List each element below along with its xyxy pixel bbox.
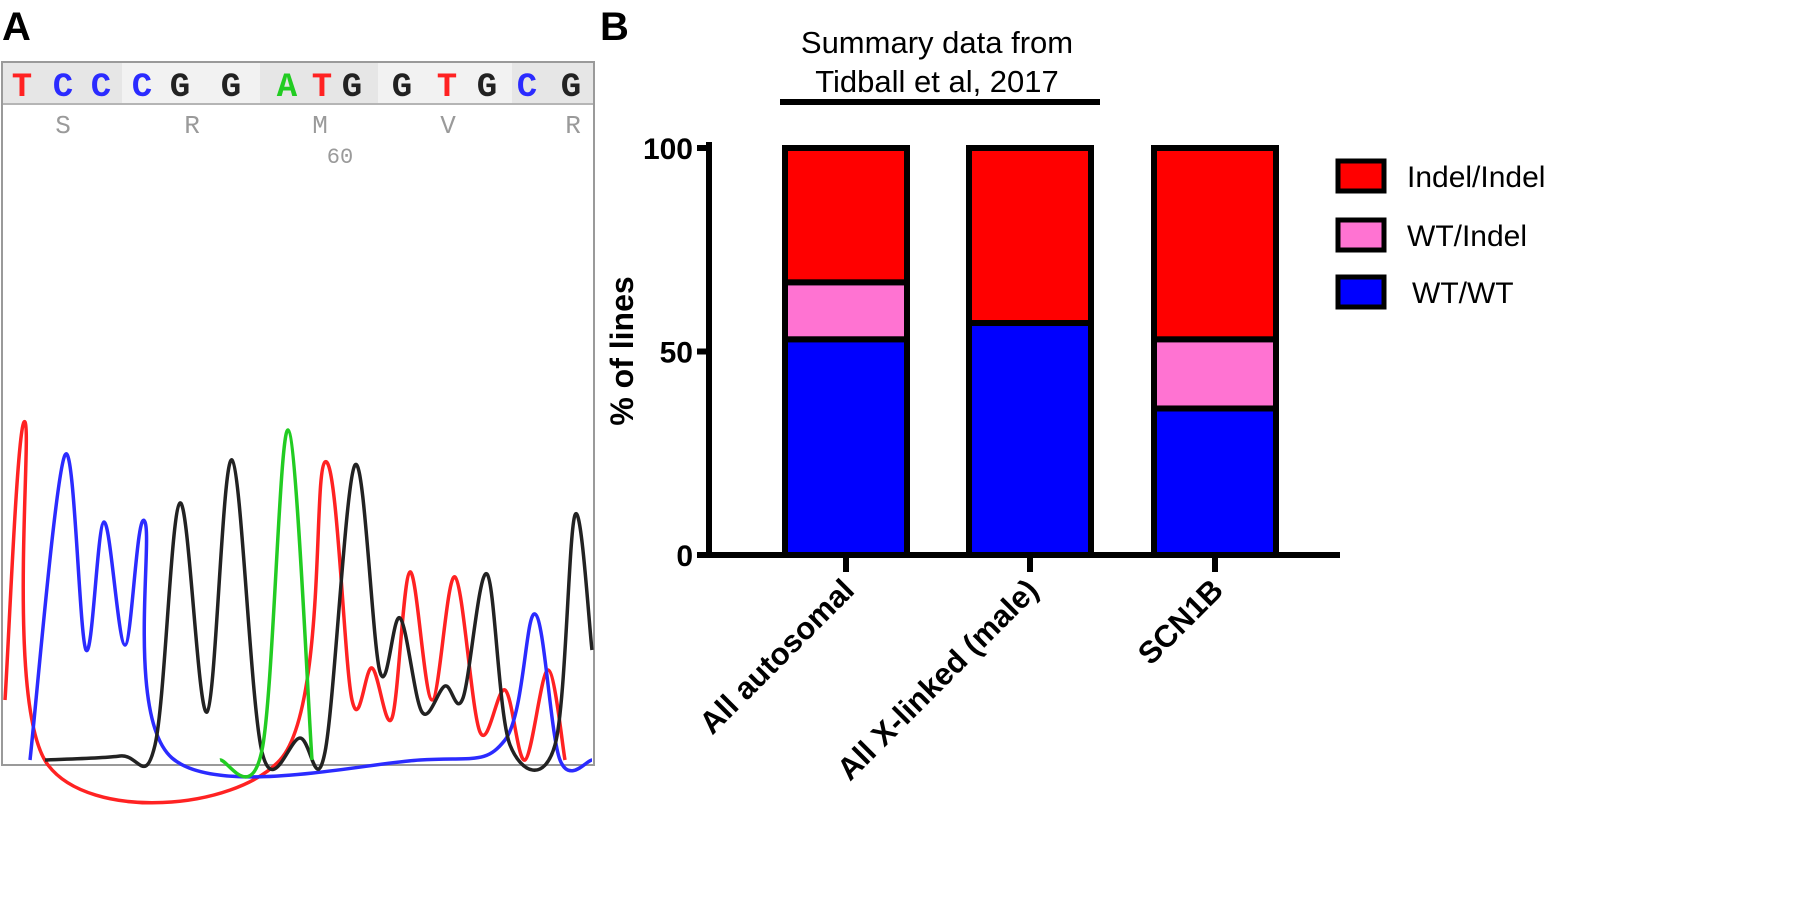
base-call-g: G — [221, 69, 241, 107]
y-axis-title: % of lines — [604, 276, 640, 425]
base-call-t: T — [437, 69, 457, 107]
legend-label: WT/WT — [1412, 277, 1514, 310]
panel-a-label: A — [2, 5, 31, 49]
sequence-position-number: 60 — [327, 145, 353, 170]
ambiguity-code: R — [565, 111, 581, 141]
summary-title-line-1: Summary data from — [801, 25, 1073, 60]
x-tick-label: SCN1B — [1131, 572, 1230, 671]
base-call-g: G — [392, 69, 412, 107]
base-call-a: A — [277, 69, 298, 107]
y-tick-label: 100 — [643, 133, 693, 166]
base-call-g: G — [170, 69, 190, 107]
trace-a-green — [219, 428, 314, 779]
base-call-c: C — [132, 69, 152, 107]
bar-segment-wt-wt — [782, 336, 910, 559]
base-call-c: C — [53, 69, 73, 107]
legend-label: Indel/Indel — [1407, 161, 1545, 194]
base-call-t: T — [12, 69, 32, 107]
ambiguity-code: R — [184, 111, 200, 141]
base-call-c: C — [517, 69, 537, 107]
bar-segment-wt-indel — [1151, 336, 1279, 412]
chromatogram-traces — [3, 420, 594, 805]
base-call-highlight — [378, 63, 512, 104]
base-call-t: T — [312, 69, 332, 107]
chromatogram-frame — [1, 61, 595, 766]
legend-swatch — [1335, 217, 1387, 253]
ambiguity-code: M — [312, 111, 328, 141]
summary-title-line-2: Tidball et al, 2017 — [815, 64, 1059, 99]
legend-swatch — [1335, 158, 1387, 194]
base-call-g: G — [561, 69, 581, 107]
legend-swatch — [1335, 274, 1387, 310]
trace-g-black — [44, 458, 594, 772]
bar-segment-wt-wt — [1151, 405, 1279, 559]
x-tick-label: All X-linked (male) — [830, 572, 1045, 787]
base-call-c: C — [91, 69, 111, 107]
bar-segment-indel-indel — [1151, 145, 1279, 343]
ambiguity-code: V — [440, 111, 456, 141]
y-tick-label: 0 — [676, 540, 693, 573]
legend-label: WT/Indel — [1407, 220, 1527, 253]
x-tick-label: All autosomal — [692, 572, 860, 740]
ambiguity-code: S — [55, 111, 71, 141]
trace-c-blue — [28, 452, 593, 779]
panel-b-label: B — [600, 5, 629, 49]
bar-segment-wt-wt — [966, 320, 1094, 559]
bar-segment-indel-indel — [782, 145, 910, 286]
bar-segment-wt-indel — [782, 279, 910, 343]
base-call-highlight — [122, 63, 260, 104]
base-call-g: G — [477, 69, 497, 107]
base-call-g: G — [342, 69, 362, 107]
bar-segment-indel-indel — [966, 145, 1094, 327]
y-tick-label: 50 — [660, 337, 693, 370]
trace-t-red — [3, 420, 567, 805]
